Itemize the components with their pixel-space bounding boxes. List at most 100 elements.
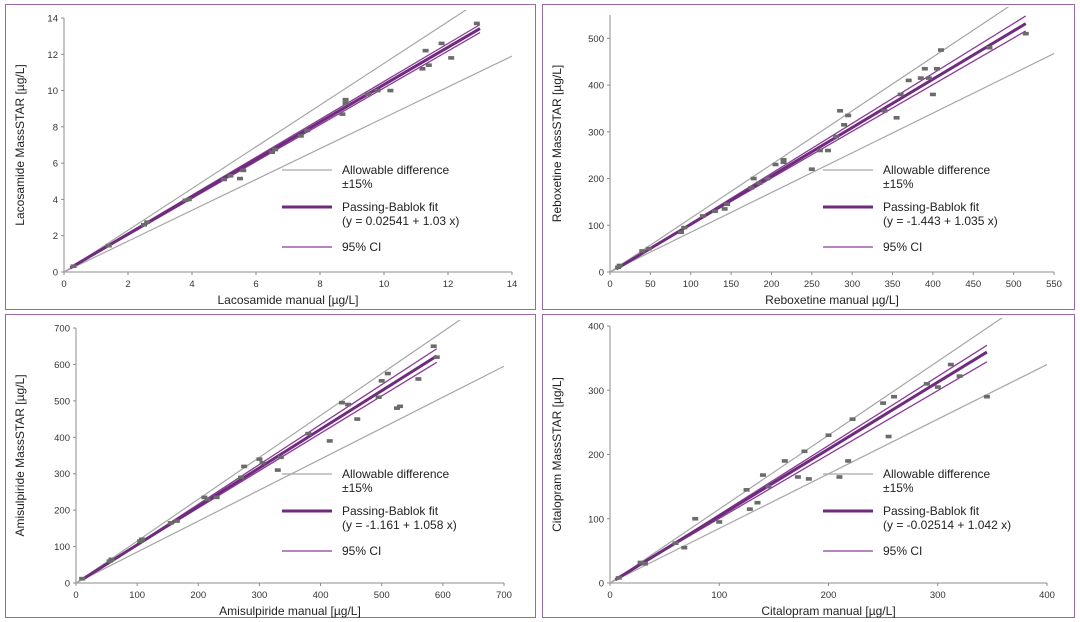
citalopram-data-point (836, 475, 843, 479)
reboxetine-x-tick-label: 250 (804, 279, 820, 290)
citalopram-legend-allowable-range: ±15% (883, 481, 914, 495)
lacosamide-legend-allowable-range: ±15% (342, 177, 373, 191)
reboxetine-x-tick-label: 0 (607, 279, 612, 290)
amisulpiride-legend-allowable-label: Allowable difference (342, 467, 450, 481)
lacosamide-data-point (304, 128, 311, 133)
reboxetine-data-point (897, 92, 904, 97)
reboxetine-data-point (841, 123, 848, 127)
citalopram-chart: 0 100 200 300 400 0 100 200 300 400 Citalopram man… (550, 318, 1055, 618)
citalopram-data-point (801, 449, 808, 454)
amisulpiride-x-tick-label: 700 (496, 590, 512, 601)
amisulpiride-x-tick-label: 500 (374, 590, 390, 601)
reboxetine-data-point (905, 78, 912, 83)
amisulpiride-data-point (397, 404, 404, 409)
lacosamide-data-point (473, 21, 480, 26)
citalopram-data-point (891, 394, 898, 399)
reboxetine-data-point (721, 207, 728, 211)
reboxetine-data-point (921, 66, 928, 71)
lacosamide-data-point (227, 174, 234, 178)
reboxetine-allowable-upper-line (610, 7, 1010, 272)
reboxetine-allowable-lower-line (610, 53, 1055, 272)
reboxetine-x-tick-label: 450 (965, 279, 981, 290)
amisulpiride-data-point (305, 431, 312, 436)
amisulpiride-data-point (430, 344, 437, 349)
citalopram-data-point (885, 434, 892, 439)
amisulpiride-x-tick-label: 0 (73, 590, 78, 601)
reboxetine-data-point (699, 214, 706, 218)
citalopram-data-point (947, 362, 954, 367)
amisulpiride-data-point (354, 417, 361, 421)
reboxetine-x-tick-label: 500 (1006, 279, 1022, 290)
citalopram-data-point (845, 459, 852, 463)
amisulpiride-data-point (213, 495, 220, 500)
citalopram-data-point (746, 507, 753, 511)
lacosamide-data-point (221, 177, 227, 182)
reboxetine-y-tick-label: 0 (599, 268, 604, 279)
lacosamide-y-tick-label: 4 (53, 195, 58, 206)
amisulpiride-y-tick-label: 0 (65, 579, 70, 590)
lacosamide-data-point (422, 48, 429, 53)
lacosamide-allowable-upper-line (64, 10, 467, 272)
citalopram-chart-panel: 0 100 200 300 400 0 100 200 300 400 Citalopram man… (542, 314, 1075, 618)
lacosamide-data-point (144, 220, 151, 224)
lacosamide-y-tick-label: 0 (53, 268, 58, 279)
citalopram-y-axis-label: Citalopram MassSTAR [µg/L] (550, 377, 564, 532)
lacosamide-data-point (419, 67, 426, 71)
lacosamide-y-tick-label: 10 (47, 86, 58, 97)
amisulpiride-x-tick-label: 600 (435, 590, 451, 601)
reboxetine-data-point (780, 158, 787, 162)
lacosamide-data-point (448, 56, 455, 60)
amisulpiride-y-tick-label: 200 (54, 506, 70, 517)
lacosamide-y-axis-label: Lacosamide MassSTAR [µg/L] (13, 64, 27, 225)
reboxetine-y-tick-label: 400 (588, 81, 604, 92)
reboxetine-data-point (824, 148, 831, 153)
lacosamide-y-tick-label: 6 (53, 159, 58, 170)
lacosamide-chart-panel: 0 2 4 6 8 10 12 14 0 2 4 6 8 10 12 14 Lacosamide manual … (5, 4, 536, 310)
citalopram-data-point (781, 459, 788, 463)
citalopram-data-point (754, 500, 761, 505)
citalopram-data-point (615, 576, 622, 580)
citalopram-fit-line (614, 350, 988, 581)
lacosamide-x-tick-label: 6 (253, 279, 258, 290)
citalopram-legend-allowable-label: Allowable difference (883, 467, 991, 481)
citalopram-data-point (672, 541, 679, 545)
lacosamide-data-point (141, 223, 147, 227)
lacosamide-x-tick-label: 0 (61, 279, 66, 290)
citalopram-y-tick-label: 300 (588, 386, 604, 397)
citalopram-data-point (983, 394, 990, 399)
reboxetine-data-point (837, 108, 844, 113)
amisulpiride-data-point (394, 406, 400, 410)
amisulpiride-allowable-upper-line (76, 320, 461, 583)
citalopram-x-tick-label: 0 (607, 590, 612, 601)
reboxetine-x-tick-label: 200 (764, 279, 780, 290)
amisulpiride-data-point (378, 379, 385, 383)
reboxetine-x-tick-label: 550 (1046, 279, 1062, 290)
lacosamide-data-point (105, 243, 112, 248)
lacosamide-data-point (438, 41, 445, 46)
amisulpiride-y-tick-label: 700 (54, 324, 70, 335)
lacosamide-legend-ci-label: 95% CI (342, 240, 381, 254)
reboxetine-y-tick-label: 300 (588, 127, 604, 138)
reboxetine-legend-fit-label: Passing-Bablok fit (883, 200, 980, 214)
citalopram-x-tick-label: 300 (930, 590, 946, 601)
amisulpiride-data-point (256, 457, 263, 461)
citalopram-data-point (681, 545, 688, 550)
amisulpiride-data-point (384, 371, 391, 376)
amisulpiride-data-point (238, 475, 245, 480)
amisulpiride-data-point (139, 537, 146, 542)
amisulpiride-data-point (137, 539, 144, 543)
amisulpiride-chart-panel: 0 100 200 300 400 500 600 700 0 100 200 300 400 500 60… (5, 314, 536, 618)
reboxetine-data-point (986, 45, 993, 50)
lacosamide-data-point (269, 150, 275, 155)
amisulpiride-legend-fit-label: Passing-Bablok fit (342, 504, 439, 518)
amisulpiride-data-point (277, 455, 284, 460)
reboxetine-data-point (881, 108, 888, 113)
citalopram-data-point (849, 417, 856, 421)
citalopram-x-axis-label: Citalopram manual [µg/L] (761, 604, 895, 618)
lacosamide-data-point (342, 97, 349, 102)
amisulpiride-chart: 0 100 200 300 400 500 600 700 0 100 200 300 400 500 60… (13, 320, 512, 618)
reboxetine-data-point (645, 246, 652, 251)
amisulpiride-legend: Allowable difference±15% Passing-Bablok f… (282, 467, 457, 558)
amisulpiride-legend-fit-equation: (y = -1.161 + 1.058 x) (342, 518, 457, 532)
lacosamide-y-tick-label: 14 (47, 14, 58, 25)
